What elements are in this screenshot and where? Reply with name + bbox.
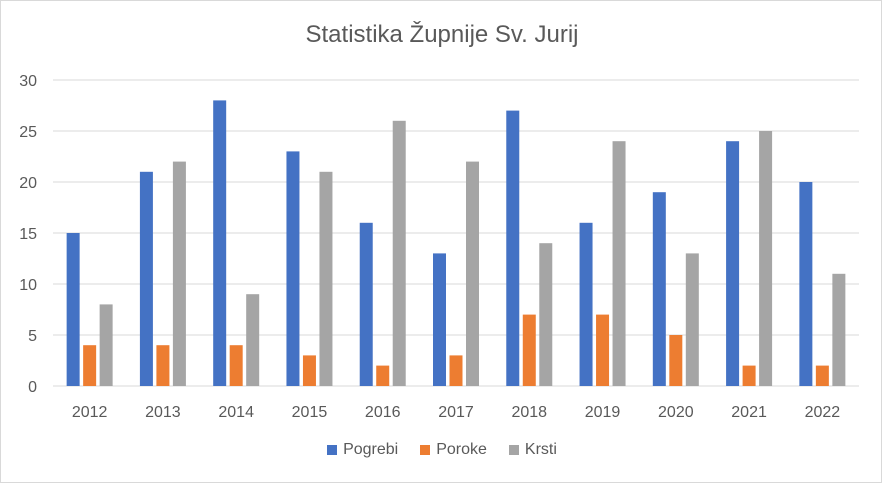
bar-krsti-2018 [539, 243, 553, 386]
bar-krsti-2013 [172, 161, 186, 386]
chart-title: Statistika Župnije Sv. Jurij [305, 21, 579, 48]
y-tick-label: 10 [19, 277, 37, 294]
x-tick-label: 2016 [365, 404, 401, 421]
y-tick-labels: 0 5 10 15 20 25 30 [19, 73, 37, 396]
y-tick-label: 20 [19, 175, 37, 192]
bar-krsti-2022 [832, 273, 846, 386]
bar-poroke-2019 [596, 314, 610, 386]
bar-poroke-2014 [229, 345, 243, 386]
bar-poroke-2016 [376, 365, 390, 386]
bar-poroke-2018 [522, 314, 536, 386]
legend-item-poroke: Poroke [420, 441, 487, 459]
bar-pogrebi-2014 [213, 100, 227, 387]
bar-pogrebi-2018 [506, 110, 520, 386]
bar-poroke-2020 [669, 335, 683, 386]
bar-krsti-2012 [99, 304, 113, 386]
x-tick-label: 2018 [511, 404, 547, 421]
legend-label: Krsti [524, 441, 557, 458]
x-tick-label: 2013 [145, 404, 181, 421]
legend-swatch [508, 445, 519, 455]
legend-swatch [327, 445, 338, 455]
bar-poroke-2022 [815, 365, 829, 386]
legend-item-krsti: Krsti [508, 441, 557, 459]
bar-pogrebi-2013 [139, 171, 153, 386]
x-tick-label: 2021 [731, 404, 767, 421]
bar-pogrebi-2019 [579, 222, 593, 386]
x-tick-label: 2014 [218, 404, 254, 421]
y-tick-label: 15 [19, 226, 37, 243]
y-tick-label: 5 [28, 328, 37, 345]
bar-pogrebi-2022 [799, 182, 813, 386]
legend-item-pogrebi: Pogrebi [327, 441, 398, 459]
bar-krsti-2021 [759, 131, 773, 386]
bar-poroke-2015 [302, 355, 316, 386]
bar-poroke-2013 [156, 345, 170, 386]
bar-krsti-2015 [319, 171, 333, 386]
x-tick-label: 2019 [585, 404, 621, 421]
bar-krsti-2014 [246, 294, 260, 386]
legend-label: Poroke [436, 441, 487, 458]
bar-poroke-2017 [449, 355, 463, 386]
x-tick-label: 2017 [438, 404, 474, 421]
x-tick-label: 2022 [805, 404, 841, 421]
bar-poroke-2021 [742, 365, 756, 386]
bar-pogrebi-2020 [652, 192, 666, 386]
x-tick-label: 2015 [292, 404, 328, 421]
bar-poroke-2012 [83, 345, 97, 386]
x-tick-label: 2012 [72, 404, 108, 421]
gridlines [53, 79, 859, 387]
bar-pogrebi-2021 [726, 141, 740, 386]
x-tick-label: 2020 [658, 404, 694, 421]
bar-krsti-2020 [685, 253, 699, 386]
legend: Pogrebi Poroke Krsti [1, 441, 882, 459]
bar-pogrebi-2012 [66, 233, 80, 386]
bar-pogrebi-2016 [359, 222, 373, 386]
bar-krsti-2019 [612, 141, 626, 386]
y-tick-label: 0 [28, 379, 37, 396]
x-tick-labels: 2012 2013 2014 2015 2016 2017 2018 2019 2020 2021… [72, 404, 840, 421]
bar-pogrebi-2017 [433, 253, 446, 386]
bar-pogrebi-2015 [286, 151, 300, 386]
bar-krsti-2017 [466, 161, 479, 386]
legend-label: Pogrebi [343, 441, 399, 458]
bar-krsti-2016 [392, 120, 406, 387]
y-tick-label: 30 [19, 73, 37, 90]
legend-swatch [420, 445, 431, 455]
y-tick-label: 25 [19, 124, 37, 141]
bars [66, 100, 846, 387]
